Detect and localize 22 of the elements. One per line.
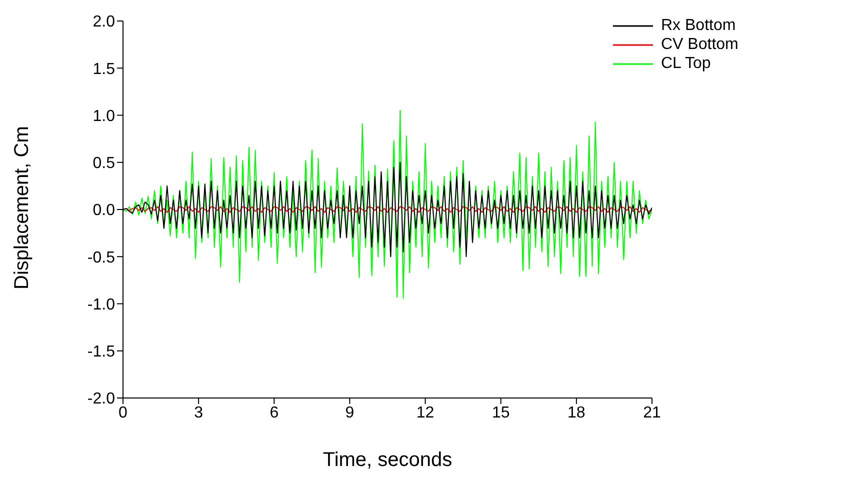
legend-label: CL Top [661, 54, 711, 72]
x-tick-label: 0 [118, 404, 128, 422]
x-tick-label: 18 [568, 404, 586, 422]
x-tick-label: 9 [345, 404, 354, 422]
y-tick-label: -2.0 [87, 390, 116, 408]
y-tick-label: 0.0 [92, 202, 116, 220]
y-tick-label: 2.0 [92, 14, 116, 31]
x-tick-label: 15 [492, 404, 510, 422]
x-axis-title: Time, seconds [322, 449, 452, 471]
x-tick-label: 6 [270, 404, 279, 422]
legend-label: Rx Bottom [661, 16, 736, 34]
y-tick-label: -0.5 [87, 249, 116, 266]
x-tick-label: 21 [643, 404, 661, 422]
y-tick-label: 0.5 [92, 155, 116, 172]
y-tick-label: 1.0 [92, 108, 116, 125]
x-tick-label: 12 [416, 404, 434, 422]
x-tick-label: 3 [194, 404, 204, 422]
legend-label: CV Bottom [661, 36, 738, 54]
y-tick-label: -1.0 [87, 296, 116, 314]
y-tick-label: -1.5 [87, 344, 116, 361]
y-axis-title: Displacement, Cm [11, 126, 34, 290]
y-tick-label: 1.5 [92, 60, 116, 78]
